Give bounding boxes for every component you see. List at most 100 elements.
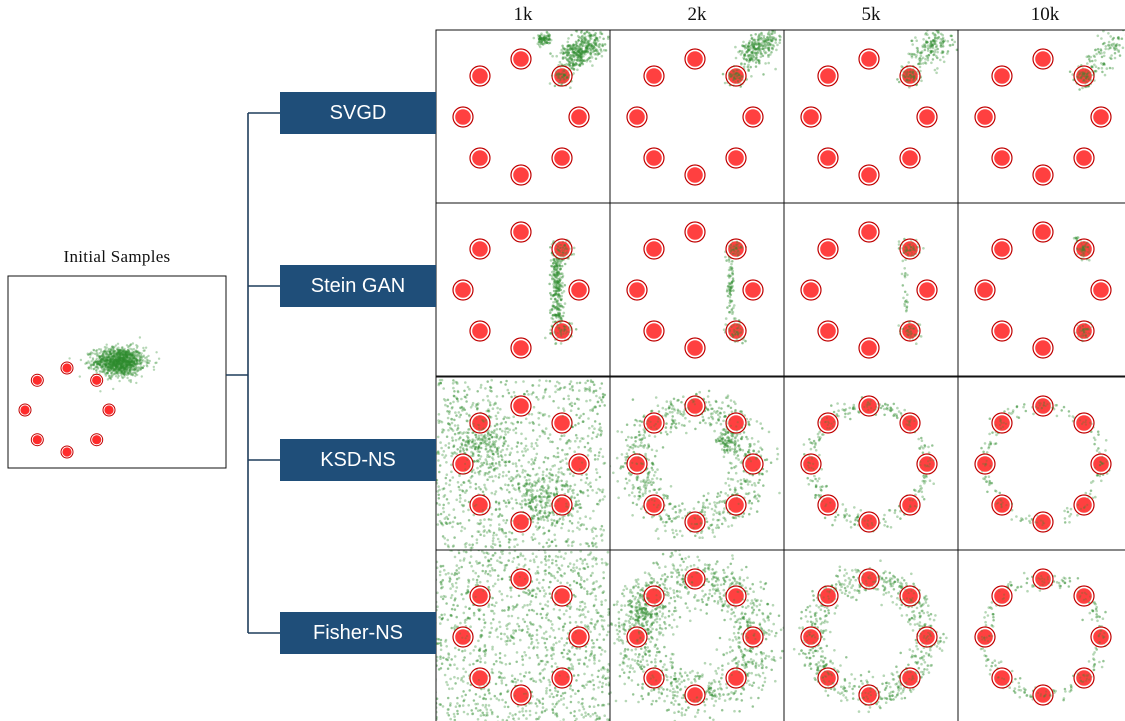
- sample-point: [726, 306, 729, 309]
- sample-point: [548, 37, 551, 41]
- sample-point: [115, 362, 119, 366]
- sample-point: [119, 357, 122, 360]
- sample-point: [123, 352, 127, 355]
- sample-point: [1075, 237, 1078, 241]
- sample-point: [551, 317, 555, 321]
- sample-point: [767, 30, 771, 34]
- sample-point: [104, 359, 107, 362]
- sample-point: [770, 35, 774, 39]
- sample-point: [117, 358, 120, 361]
- sample-point: [107, 358, 110, 362]
- sample-point: [556, 273, 560, 276]
- sample-point: [116, 351, 120, 354]
- sample-point: [761, 47, 765, 51]
- sample-point: [114, 366, 118, 369]
- sample-point: [120, 365, 124, 369]
- sample-point: [139, 365, 143, 369]
- sample-point: [728, 287, 731, 290]
- sample-point: [114, 359, 117, 362]
- sample-point: [128, 370, 131, 373]
- sample-point: [109, 353, 113, 356]
- sample-point: [546, 41, 549, 44]
- sample-point: [115, 361, 118, 365]
- sample-point: [146, 359, 150, 362]
- sample-point: [95, 349, 98, 353]
- sample-point: [909, 52, 912, 56]
- sample-point: [550, 307, 554, 311]
- sample-point: [128, 361, 131, 364]
- target-mode-core: [1076, 68, 1092, 84]
- sample-point: [117, 356, 120, 359]
- sample-point: [116, 357, 120, 360]
- sample-point: [588, 39, 591, 42]
- sample-point: [128, 362, 131, 365]
- sample-point: [575, 44, 579, 48]
- sample-point: [580, 44, 584, 48]
- sample-point: [128, 360, 131, 364]
- sample-point: [560, 284, 563, 288]
- sample-point: [455, 381, 459, 384]
- sample-point: [105, 360, 109, 363]
- sample-point: [98, 370, 101, 373]
- sample-point: [126, 357, 129, 360]
- sample-point: [591, 44, 594, 48]
- sample-point: [126, 359, 129, 363]
- sample-point: [137, 366, 140, 369]
- sample-point: [1101, 70, 1104, 74]
- sample-point: [559, 308, 562, 312]
- sample-point: [119, 362, 122, 365]
- sample-point: [125, 364, 128, 367]
- sample-point: [538, 34, 542, 38]
- sample-point: [108, 366, 112, 370]
- sample-point: [747, 68, 750, 71]
- sample-point: [554, 291, 558, 294]
- sample-point: [570, 66, 574, 70]
- sample-point: [118, 371, 121, 375]
- sample-point: [539, 37, 543, 41]
- sample-point: [129, 343, 132, 346]
- sample-point: [752, 51, 755, 55]
- sample-point: [567, 44, 571, 47]
- sample-point: [1091, 59, 1094, 63]
- sample-point: [532, 36, 536, 40]
- sample-point: [129, 360, 133, 363]
- sample-point: [590, 44, 593, 48]
- sample-point: [590, 46, 594, 50]
- sample-point: [545, 41, 549, 44]
- sample-point: [122, 357, 126, 360]
- sample-point: [1107, 47, 1110, 51]
- sample-point: [91, 352, 94, 355]
- sample-point: [136, 369, 140, 372]
- sample-point: [128, 353, 132, 356]
- sample-point: [93, 349, 96, 352]
- result-panel-svgd-10k: [974, 30, 1125, 186]
- sample-point: [135, 366, 138, 369]
- sample-point: [99, 359, 102, 362]
- sample-point: [129, 358, 132, 361]
- sample-point: [121, 366, 124, 369]
- sample-point: [729, 300, 733, 304]
- sample-point: [109, 366, 113, 369]
- target-mode-core: [902, 150, 918, 166]
- sample-point: [128, 344, 132, 347]
- sample-point: [112, 350, 116, 354]
- sample-point: [115, 358, 118, 362]
- sample-point: [120, 367, 123, 370]
- sample-point: [576, 51, 579, 54]
- sample-point: [85, 361, 88, 364]
- sample-point: [115, 371, 119, 375]
- sample-point: [116, 365, 119, 369]
- sample-point: [559, 278, 562, 282]
- sample-point: [730, 286, 733, 290]
- sample-point: [911, 43, 914, 46]
- sample-point: [557, 315, 561, 318]
- target-mode-core: [902, 241, 918, 257]
- sample-point: [128, 366, 131, 369]
- sample-point: [556, 280, 559, 283]
- sample-point: [549, 297, 553, 301]
- sample-point: [147, 354, 150, 358]
- sample-point: [119, 366, 123, 369]
- sample-point: [572, 68, 576, 71]
- sample-point: [758, 48, 762, 51]
- sample-point: [761, 44, 764, 47]
